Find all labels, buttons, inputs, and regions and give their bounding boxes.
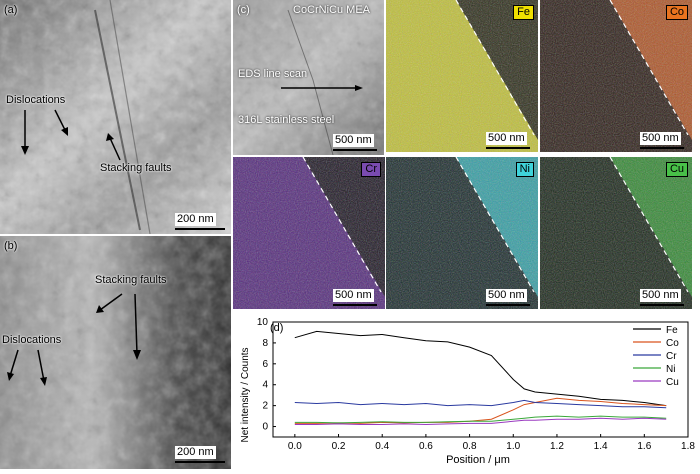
scale-line xyxy=(333,304,377,306)
panel-c-label: (c) xyxy=(237,4,250,16)
chart-svg: (d) Net intensity / Counts Position / μm… xyxy=(233,313,700,469)
series-line-cu xyxy=(294,417,667,426)
interface-dashed-line xyxy=(609,157,689,293)
legend-label-fe: Fe xyxy=(666,325,678,336)
plot-frame xyxy=(272,321,689,438)
mea-label: CoCrNiCu MEA xyxy=(293,4,371,16)
eds-map-cr: Cr 500 nm xyxy=(233,157,385,309)
legend-label-co: Co xyxy=(666,338,679,349)
x-tick-label: 0.2 xyxy=(332,441,346,452)
scale-line-b xyxy=(175,461,225,463)
stacking-faults-annotation: Stacking faults xyxy=(100,162,172,174)
element-tag-cr: Cr xyxy=(361,162,381,177)
scale-line xyxy=(640,304,684,306)
y-tick-label: 0 xyxy=(262,422,268,433)
x-tick-label: 1.6 xyxy=(637,441,651,452)
dislocations-annotation: Dislocations xyxy=(2,334,62,346)
scale-bar-c: 500 nm xyxy=(333,134,374,147)
y-tick-label: 8 xyxy=(262,338,268,349)
stacking-faults-annotation: Stacking faults xyxy=(95,274,167,286)
panel-b-tem-image: (b) Stacking faults Dislocations 200 nm xyxy=(0,236,231,469)
x-tick-label: 1.2 xyxy=(550,441,564,452)
line-scan-chart: (d) Net intensity / Counts Position / μm… xyxy=(233,313,700,469)
interface-dashed-line xyxy=(455,0,535,136)
scale-bar-cr: 500 nm xyxy=(333,289,374,302)
element-tag-cu: Cu xyxy=(665,162,688,177)
series-line-fe xyxy=(294,330,667,407)
line-scan-label: EDS line scan xyxy=(238,68,308,80)
scale-bar-cu: 500 nm xyxy=(640,289,681,302)
steel-label: 316L stainless steel xyxy=(238,114,335,126)
x-tick-label: 0.6 xyxy=(419,441,433,452)
legend-label-cr: Cr xyxy=(666,351,677,362)
scale-bar-b: 200 nm xyxy=(175,446,216,459)
sem-texture xyxy=(233,0,384,155)
scale-bar-a: 200 nm xyxy=(175,213,216,226)
y-tick-label: 10 xyxy=(257,317,269,328)
eds-map-texture xyxy=(233,157,385,309)
x-tick-label: 0.8 xyxy=(463,441,477,452)
eds-map-texture xyxy=(540,0,692,152)
y-axis-label: Net intensity / Counts xyxy=(240,347,251,442)
eds-map-texture xyxy=(386,0,538,152)
element-tag-ni: Ni xyxy=(515,162,534,177)
eds-map-fe: Fe 500 nm xyxy=(386,0,538,152)
interface-dashed-line xyxy=(455,157,535,293)
eds-map-ni: Ni 500 nm xyxy=(386,157,538,309)
panel-a-tem-image: (a) Dislocations Stacking faults 200 nm xyxy=(0,0,231,234)
series-line-co xyxy=(294,397,667,424)
tem-texture-b xyxy=(0,236,231,469)
scale-line xyxy=(486,147,530,149)
x-tick-label: 1.8 xyxy=(681,441,695,452)
x-tick-label: 1.0 xyxy=(506,441,520,452)
interface-dashed-line xyxy=(302,157,382,293)
scale-bar-co: 500 nm xyxy=(640,132,681,145)
tem-texture-a xyxy=(0,0,231,234)
panel-c-sem-image: (c) CoCrNiCu MEA EDS line scan 316L stai… xyxy=(233,0,384,155)
x-tick-label: 1.4 xyxy=(594,441,608,452)
scale-line-a xyxy=(175,228,225,230)
panel-b-label: (b) xyxy=(4,240,18,252)
scale-line-c xyxy=(333,149,377,151)
scale-line xyxy=(486,304,530,306)
x-axis-label: Position / μm xyxy=(446,454,510,466)
series-line-ni xyxy=(294,415,667,424)
interface-dashed-line xyxy=(609,0,689,136)
eds-map-co: Co 500 nm xyxy=(540,0,692,152)
eds-map-cu: Cu 500 nm xyxy=(540,157,692,309)
scale-bar-ni: 500 nm xyxy=(486,289,527,302)
y-tick-label: 2 xyxy=(262,401,268,412)
eds-map-texture xyxy=(386,157,538,309)
element-tag-fe: Fe xyxy=(513,5,534,20)
y-tick-label: 6 xyxy=(262,359,268,370)
scale-line xyxy=(640,147,684,149)
eds-map-texture xyxy=(540,157,692,309)
panel-a-label: (a) xyxy=(4,4,18,16)
x-tick-label: 0.0 xyxy=(288,441,302,452)
dislocations-annotation: Dislocations xyxy=(6,94,66,106)
y-tick-label: 4 xyxy=(262,380,268,391)
series-line-cr xyxy=(294,399,667,409)
scale-bar-fe: 500 nm xyxy=(486,132,527,145)
legend-label-ni: Ni xyxy=(666,364,675,375)
x-tick-label: 0.4 xyxy=(375,441,389,452)
legend-label-cu: Cu xyxy=(666,377,679,388)
panel-d-label: (d) xyxy=(270,322,283,334)
element-tag-co: Co xyxy=(665,5,688,20)
